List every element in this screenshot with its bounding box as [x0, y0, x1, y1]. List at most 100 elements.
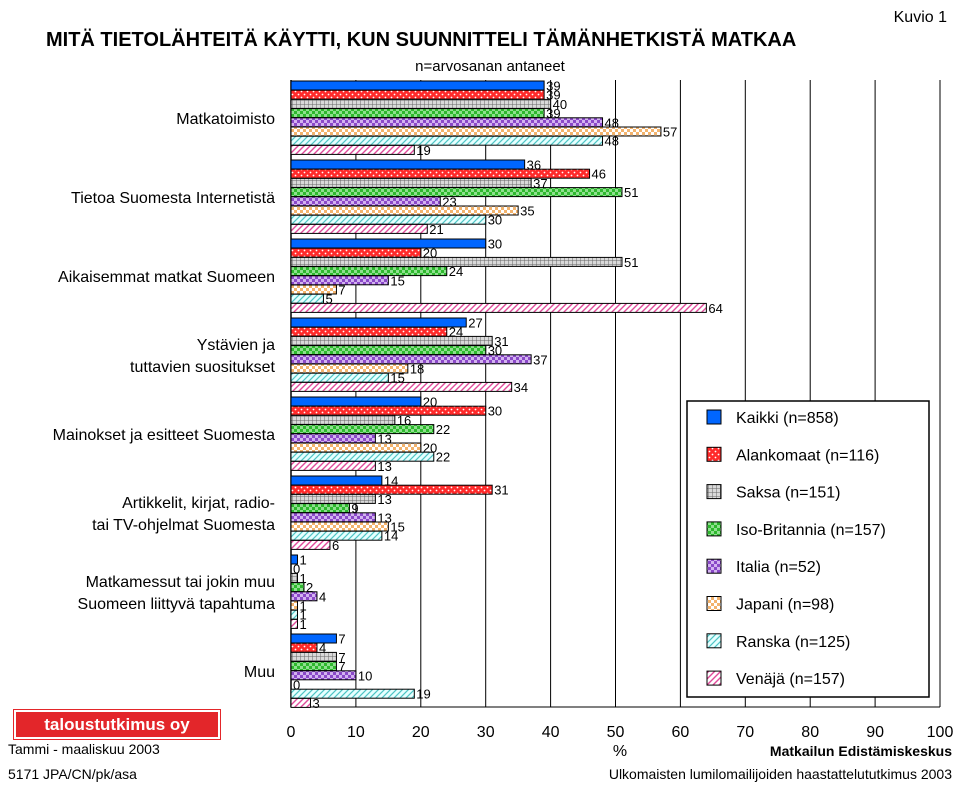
- bar-Alankomaat-5: [290, 484, 493, 495]
- category-label-2: Aikaisemmat matkat Suomeen: [58, 269, 275, 286]
- bars: [290, 80, 707, 708]
- bar-Kaikki-1: [290, 159, 526, 170]
- bar-Venäjä-5: [290, 539, 331, 550]
- bar-Ranska-5: [290, 530, 383, 541]
- bar-Alankomaat-4: [290, 405, 487, 416]
- category-label-7: Muu: [244, 664, 275, 681]
- legend-swatch-Kaikki: [706, 409, 722, 425]
- bar-Saksa-2: [290, 256, 623, 267]
- legend-swatch-Saksa: [706, 484, 722, 500]
- bar-Ranska-6: [290, 609, 298, 620]
- data-label-Iso-Britannia-7: 7: [338, 659, 345, 674]
- bar-Iso-Britannia-7: [290, 661, 337, 672]
- data-label-Iso-Britannia-5: 9: [351, 501, 358, 516]
- legend-label-Iso-Britannia: Iso-Britannia (n=157): [736, 522, 886, 539]
- data-label-Ranska-3: 15: [390, 371, 404, 386]
- x-tick-90: 90: [866, 724, 884, 741]
- bar-Ranska-7: [290, 688, 415, 699]
- bar-Japani-6: [290, 600, 298, 611]
- data-label-Kaikki-1: 36: [527, 158, 541, 173]
- legend: Kaikki (n=858) Alankomaat (n=116) Saksa (n…: [686, 400, 930, 698]
- data-label-Italia-0: 48: [605, 115, 619, 130]
- legend-swatch-Iso-Britannia: [706, 521, 722, 537]
- data-label-Saksa-3: 31: [494, 334, 508, 349]
- category-label-0: Matkatoimisto: [176, 111, 275, 128]
- data-label-Venäjä-2: 64: [708, 301, 722, 316]
- bar-Venäjä-1: [290, 223, 428, 234]
- data-label-Kaikki-5: 14: [384, 474, 398, 489]
- bar-Venäjä-7: [290, 697, 311, 708]
- bar-Kaikki-7: [290, 633, 337, 644]
- bar-Italia-3: [290, 354, 532, 365]
- category-label-4: Mainokset ja esitteet Suomesta: [53, 427, 275, 444]
- data-label-Saksa-1: 37: [533, 176, 547, 191]
- x-tick-80: 80: [801, 724, 819, 741]
- bar-Kaikki-3: [290, 317, 467, 328]
- data-label-Japani-2: 7: [338, 283, 345, 298]
- x-tick-0: 0: [287, 724, 296, 741]
- data-label-Japani-5: 15: [390, 520, 404, 535]
- legend-label-Saksa: Saksa (n=151): [736, 485, 841, 502]
- data-label-Alankomaat-7: 4: [319, 641, 326, 656]
- legend-swatch-Alankomaat: [706, 446, 722, 462]
- data-label-Alankomaat-0: 39: [546, 88, 560, 103]
- company-logo: taloustutkimus oy: [13, 709, 221, 740]
- bar-Venäjä-0: [290, 144, 415, 155]
- bar-Iso-Britannia-3: [290, 345, 487, 356]
- bar-Venäjä-2: [290, 302, 707, 313]
- category-labels: Matkatoimisto Tietoa Suomesta Internetist…: [53, 111, 276, 681]
- data-label-Japani-6: 1: [299, 599, 306, 614]
- bar-Saksa-5: [290, 493, 376, 504]
- legend-swatch-Japani: [706, 596, 722, 611]
- data-label-Alankomaat-6: 0: [293, 562, 300, 577]
- legend-label-Japani: Japani (n=98): [736, 597, 834, 614]
- category-label-3: Ystävien ja tuttavien suositukset: [130, 337, 276, 376]
- data-label-Alankomaat-1: 46: [592, 167, 606, 182]
- category-label-1: Tietoa Suomesta Internetistä: [71, 190, 275, 207]
- data-label-Ranska-1: 30: [488, 213, 502, 228]
- data-label-Venäjä-0: 19: [416, 143, 430, 158]
- x-tick-60: 60: [672, 724, 690, 741]
- bar-Iso-Britannia-4: [290, 424, 435, 435]
- data-label-Japani-0: 57: [663, 125, 677, 140]
- legend-box: [686, 400, 930, 698]
- data-label-Italia-7: 10: [358, 668, 372, 683]
- data-label-Japani-3: 18: [410, 362, 424, 377]
- legend-swatch-Italia: [706, 558, 722, 574]
- data-label-Japani-7: 0: [293, 678, 300, 693]
- data-label-Japani-1: 35: [520, 204, 534, 219]
- data-label-Kaikki-0: 39: [546, 79, 560, 94]
- data-label-Saksa-4: 16: [397, 413, 411, 428]
- data-label-Venäjä-4: 13: [377, 459, 391, 474]
- bar-Alankomaat-7: [290, 642, 318, 653]
- bar-Kaikki-6: [290, 554, 298, 565]
- bar-Japani-5: [290, 521, 389, 532]
- bar-Kaikki-4: [290, 396, 422, 407]
- data-label-Italia-1: 23: [442, 194, 456, 209]
- bar-Japani-4: [290, 442, 422, 453]
- x-tick-100: 100: [927, 724, 954, 741]
- bar-Iso-Britannia-5: [290, 503, 350, 514]
- x-tick-30: 30: [477, 724, 495, 741]
- bar-Ranska-0: [290, 135, 604, 146]
- data-label-Kaikki-2: 30: [488, 237, 502, 252]
- bar-Saksa-4: [290, 414, 396, 425]
- bar-Saksa-0: [290, 98, 552, 109]
- bar-Saksa-1: [290, 177, 532, 188]
- data-label-Alankomaat-4: 30: [488, 404, 502, 419]
- legend-label-Kaikki: Kaikki (n=858): [736, 410, 839, 427]
- data-label-Iso-Britannia-1: 51: [624, 185, 638, 200]
- data-label-Italia-2: 15: [390, 273, 404, 288]
- data-label-Saksa-6: 1: [299, 571, 306, 586]
- data-label-Iso-Britannia-0: 39: [546, 106, 560, 121]
- bar-Ranska-1: [290, 214, 487, 225]
- data-label-Iso-Britannia-2: 24: [449, 264, 463, 279]
- data-label-Venäjä-7: 3: [312, 696, 319, 711]
- data-label-Venäjä-6: 1: [299, 617, 306, 632]
- bar-Iso-Britannia-0: [290, 108, 545, 119]
- chart-title: MITÄ TIETOLÄHTEITÄ KÄYTTI, KUN SUUNNITTE…: [46, 28, 796, 51]
- data-label-Alankomaat-2: 20: [423, 246, 437, 261]
- footer-date: Tammi - maaliskuu 2003: [8, 741, 160, 757]
- data-label-Alankomaat-3: 24: [449, 325, 463, 340]
